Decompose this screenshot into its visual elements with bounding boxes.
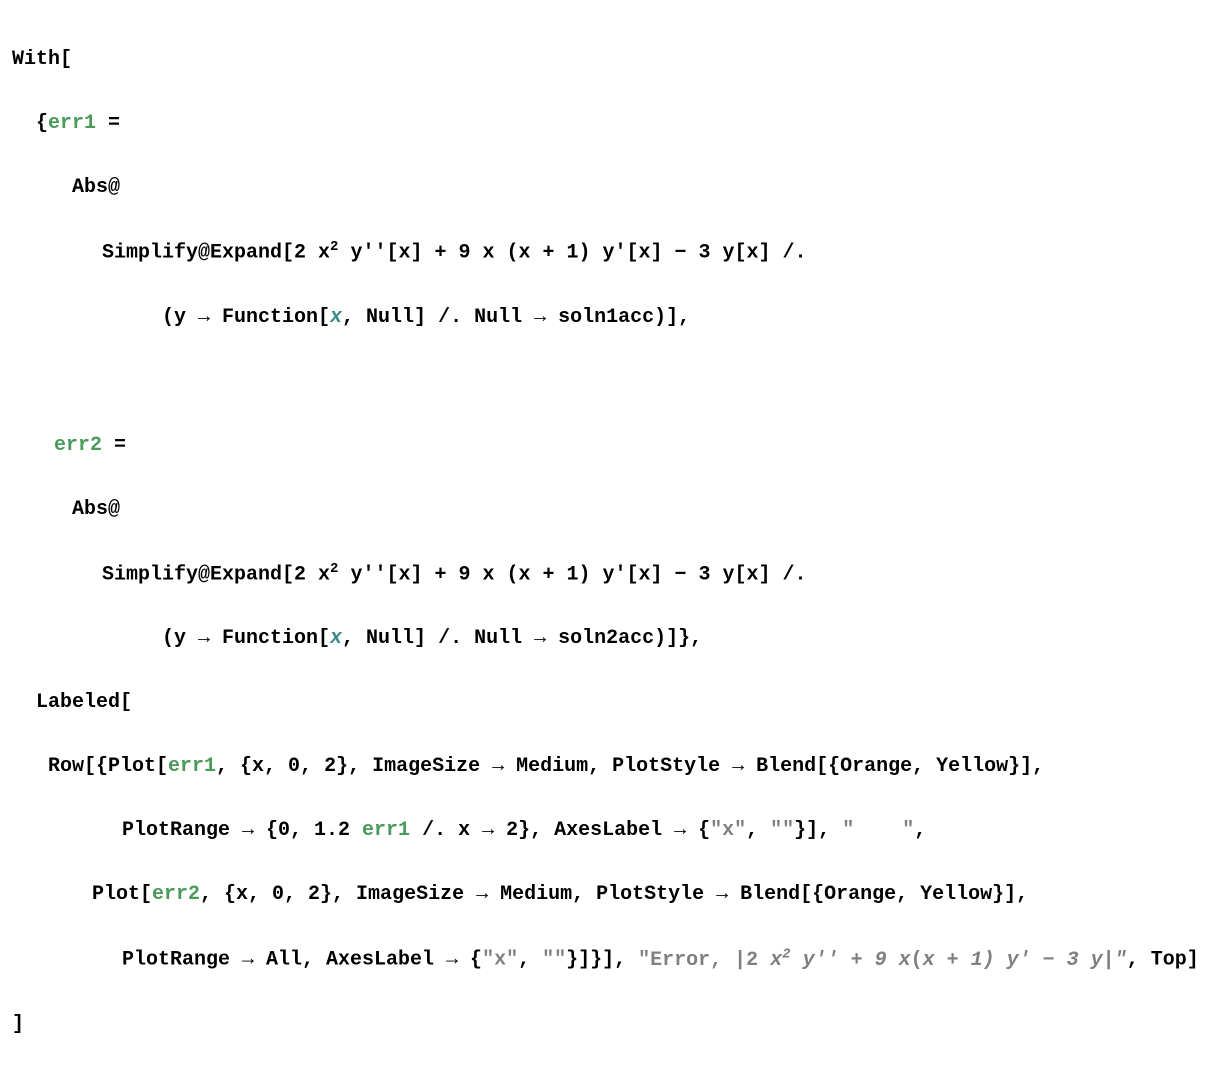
expr: , Top] (1127, 949, 1199, 972)
comma: , (914, 819, 926, 842)
brace-open: { (36, 112, 48, 135)
func-abs: Abs (72, 498, 108, 521)
code-line-12: Row[{Plot[err1, {x, 0, 2}, ImageSize → M… (12, 751, 1202, 783)
equals: = (96, 112, 120, 135)
expr: /. x → 2}, AxesLabel → { (410, 819, 710, 842)
expr: }]}], (566, 949, 638, 972)
expr: PlotRange → All, AxesLabel → { (122, 949, 482, 972)
code-line-5: (y → Function[x, Null] /. Null → soln1ac… (12, 302, 1202, 334)
variable-x: x (330, 306, 342, 329)
code-line-4: Simplify@Expand[2 x2 y''[x] + 9 x (x + 1… (12, 236, 1202, 270)
code-line-2: {err1 = (12, 108, 1202, 140)
expr: PlotRange → {0, 1.2 (122, 819, 362, 842)
comma: , (518, 949, 542, 972)
code-line-8: Abs@ (12, 494, 1202, 526)
expr: Plot[ (92, 883, 152, 906)
code-line-14: Plot[err2, {x, 0, 2}, ImageSize → Medium… (12, 879, 1202, 911)
code-line-3: Abs@ (12, 172, 1202, 204)
string: " " (842, 819, 914, 842)
bracket-close: ] (12, 1013, 24, 1036)
equals: = (102, 434, 126, 457)
expr: , {x, 0, 2}, ImageSize → Medium, PlotSty… (200, 883, 1028, 906)
keyword-with: With (12, 48, 60, 71)
expr: Row[{Plot[ (48, 755, 168, 778)
variable-err2: err2 (152, 883, 200, 906)
lbl: ( (911, 949, 923, 972)
code-line-9: Simplify@Expand[2 x2 y''[x] + 9 x (x + 1… (12, 558, 1202, 592)
code-line-13: PlotRange → {0, 1.2 err1 /. x → 2}, Axes… (12, 815, 1202, 847)
expr: , {x, 0, 2}, ImageSize → Medium, PlotSty… (216, 755, 1044, 778)
expr: , Null] /. Null → soln2acc)]}, (342, 627, 702, 650)
mathematica-code-cell: With[ {err1 = Abs@ Simplify@Expand[2 x2 … (12, 12, 1202, 1073)
func-labeled: Labeled (36, 691, 120, 714)
expr: (y → Function[ (162, 306, 330, 329)
variable-err1: err1 (168, 755, 216, 778)
code-line-11: Labeled[ (12, 687, 1202, 719)
expr: y''[x] + 9 x (x + 1) y'[x] − 3 y[x] /. (338, 563, 806, 586)
at-op: @ (108, 498, 120, 521)
code-line-10: (y → Function[x, Null] /. Null → soln2ac… (12, 623, 1202, 655)
expr: }], (794, 819, 842, 842)
lbl-x: x (923, 949, 935, 972)
expr: (y → Function[ (162, 627, 330, 650)
bracket: [ (120, 691, 132, 714)
expr: Simplify@Expand[2 x (102, 563, 330, 586)
func-abs: Abs (72, 176, 108, 199)
lbl-x: x (899, 949, 911, 972)
string: "x" (482, 949, 518, 972)
lbl: + 1) y' − 3 y|" (935, 949, 1127, 972)
variable-err1: err1 (48, 112, 96, 135)
comma: , (746, 819, 770, 842)
expr: , Null] /. Null → soln1acc)], (342, 306, 690, 329)
string: "" (770, 819, 794, 842)
string: "x" (710, 819, 746, 842)
blank-line (12, 366, 1202, 398)
lbl-x: x (770, 949, 782, 972)
lbl: "Error, |2 (638, 949, 770, 972)
lbl-sup: 2 (782, 946, 790, 962)
label-string: "Error, |2 x2 y'' + 9 x(x + 1) y' − 3 y|… (638, 949, 1127, 972)
expr: y''[x] + 9 x (x + 1) y'[x] − 3 y[x] /. (338, 242, 806, 265)
code-line-7: err2 = (12, 430, 1202, 462)
string: "" (542, 949, 566, 972)
code-line-1: With[ (12, 44, 1202, 76)
bracket: [ (60, 48, 72, 71)
lbl: y'' + 9 (791, 949, 899, 972)
variable-x: x (330, 627, 342, 650)
code-line-16: ] (12, 1009, 1202, 1041)
expr: Simplify@Expand[2 x (102, 242, 330, 265)
variable-err1: err1 (362, 819, 410, 842)
at-op: @ (108, 176, 120, 199)
code-line-15: PlotRange → All, AxesLabel → {"x", ""}]}… (12, 943, 1202, 977)
variable-err2: err2 (54, 434, 102, 457)
